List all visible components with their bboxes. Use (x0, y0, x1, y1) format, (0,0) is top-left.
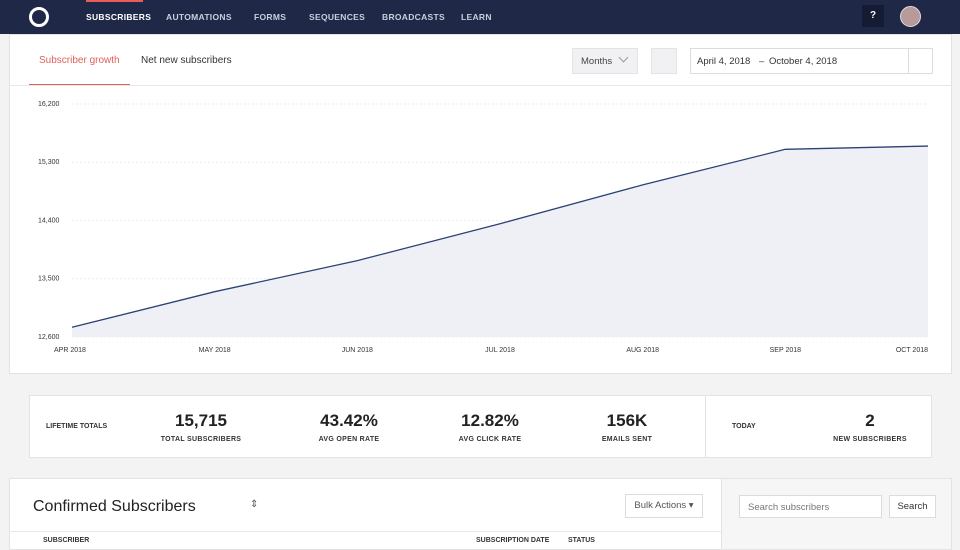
x-tick-label: AUG 2018 (626, 347, 659, 354)
lifetime-label: LIFETIME TOTALS (46, 423, 108, 430)
stat-label: EMAILS SENT (601, 436, 653, 443)
stats-card: LIFETIME TOTALS 15,715 TOTAL SUBSCRIBERS 4… (29, 395, 932, 458)
x-tick-label: APR 2018 (54, 347, 86, 354)
search-input[interactable]: Search subscribers (739, 495, 882, 518)
y-tick-label: 15,300 (38, 159, 60, 166)
stat-value: 43.42% (320, 411, 378, 430)
list-card: Confirmed Subscribers ⇕ Bulk Actions ▾ S… (9, 478, 723, 550)
stat-label: NEW SUBSCRIBERS (833, 436, 907, 443)
stat-label: AVG OPEN RATE (318, 436, 380, 443)
nav-item[interactable]: SEQUENCES (309, 12, 366, 22)
chart: 12,600 13,500 14,400 15,300 16,200 APR 2018 MA… (38, 101, 929, 354)
bulk-actions[interactable]: Bulk Actions ▾ (625, 494, 703, 518)
search-placeholder: Search subscribers (748, 502, 830, 513)
search-button[interactable]: Search (889, 495, 936, 518)
x-tick-label: OCT 2018 (896, 347, 928, 354)
divider (705, 396, 706, 457)
stat-value: 15,715 (175, 411, 227, 430)
tab[interactable]: Subscriber growth (39, 55, 120, 66)
column-header[interactable]: SUBSCRIPTION DATE (476, 537, 550, 544)
tab[interactable]: Net new subscribers (141, 55, 232, 66)
date-sep: – (759, 56, 765, 67)
stat-value: 2 (865, 411, 875, 430)
column-header[interactable]: SUBSCRIBER (43, 537, 90, 544)
divider (908, 49, 909, 73)
y-tick-label: 13,500 (38, 276, 60, 283)
sort-icon[interactable]: ⇕ (250, 499, 259, 510)
date-end: October 4, 2018 (769, 56, 838, 67)
stat-label: AVG CLICK RATE (458, 436, 522, 443)
period-select[interactable]: Months (572, 48, 638, 74)
filter-button[interactable] (651, 48, 677, 74)
avatar[interactable] (900, 6, 921, 27)
column-header[interactable]: STATUS (568, 537, 595, 544)
area (72, 146, 928, 337)
date-range[interactable]: April 4, 2018 – October 4, 2018 (690, 48, 933, 74)
x-tick-label: SEP 2018 (770, 347, 802, 354)
divider (10, 85, 951, 86)
bulk-label: Bulk Actions (634, 500, 687, 511)
y-tick-label: 16,200 (38, 101, 60, 108)
date-start: April 4, 2018 (697, 56, 751, 67)
today-label: TODAY (732, 423, 756, 430)
nav-item[interactable]: LEARN (461, 12, 492, 22)
stat-value: 12.82% (461, 411, 519, 430)
x-tick-label: JUL 2018 (485, 347, 515, 354)
search-panel: Search subscribers Search (721, 478, 952, 550)
list-title: Confirmed Subscribers (33, 498, 196, 515)
y-tick-label: 12,600 (38, 334, 60, 341)
nav-item[interactable]: FORMS (254, 12, 287, 22)
y-tick-label: 14,400 (38, 217, 60, 224)
help-button[interactable]: ? (862, 5, 884, 27)
divider (10, 531, 722, 532)
nav-item[interactable]: AUTOMATIONS (166, 12, 232, 22)
x-tick-label: MAY 2018 (199, 347, 231, 354)
line (71, 145, 929, 328)
active-indicator (86, 0, 143, 2)
stat-label: TOTAL SUBSCRIBERS (160, 436, 242, 443)
stat-value: 156K (606, 411, 648, 430)
x-tick-label: JUN 2018 (342, 347, 373, 354)
period-label: Months (581, 56, 613, 67)
nav-item[interactable]: SUBSCRIBERS (86, 12, 152, 22)
nav-item[interactable]: BROADCASTS (382, 12, 445, 22)
nav-bar: SUBSCRIBERS AUTOMATIONS FORMS SEQUENCES BROA… (0, 0, 960, 34)
logo[interactable] (29, 7, 49, 27)
